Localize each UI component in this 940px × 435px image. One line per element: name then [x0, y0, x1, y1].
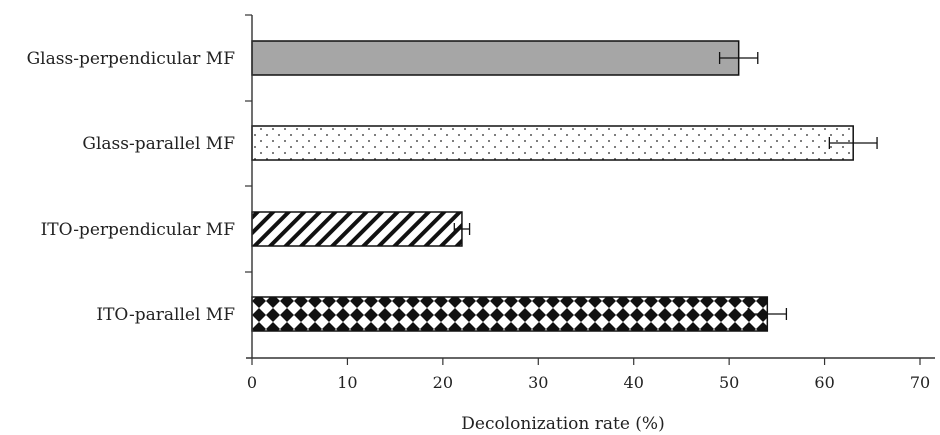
x-tick-label: 70 — [910, 373, 930, 392]
x-tick-label: 10 — [337, 373, 357, 392]
category-labels-group: Glass-perpendicular MF Glass-parallel MF I… — [27, 49, 236, 325]
bar — [251, 211, 463, 247]
bar — [251, 296, 769, 332]
y-ticks-group — [245, 14, 252, 273]
x-tick-label: 40 — [624, 373, 644, 392]
category-label: ITO-perpendicular MF — [41, 220, 236, 240]
category-label: Glass-parallel MF — [82, 134, 235, 154]
error-bar — [453, 223, 471, 235]
x-axis-title: Decolonization rate (%) — [461, 414, 664, 434]
bars-group — [251, 40, 854, 332]
x-ticks-group — [251, 358, 921, 365]
x-tick-label: 20 — [433, 373, 453, 392]
category-label: ITO-parallel MF — [96, 305, 235, 325]
tick-labels-group: 0 10 20 30 40 50 60 70 — [247, 373, 930, 392]
error-bar — [718, 52, 759, 64]
error-bar — [828, 137, 878, 149]
x-tick-label: 60 — [814, 373, 834, 392]
error-bar — [747, 308, 788, 320]
errorbars-group — [453, 52, 878, 320]
x-tick-label: 0 — [247, 373, 257, 392]
bar — [251, 125, 854, 161]
x-tick-label: 50 — [719, 373, 739, 392]
bar — [251, 40, 740, 76]
category-label: Glass-perpendicular MF — [27, 49, 236, 69]
x-tick-label: 30 — [528, 373, 548, 392]
